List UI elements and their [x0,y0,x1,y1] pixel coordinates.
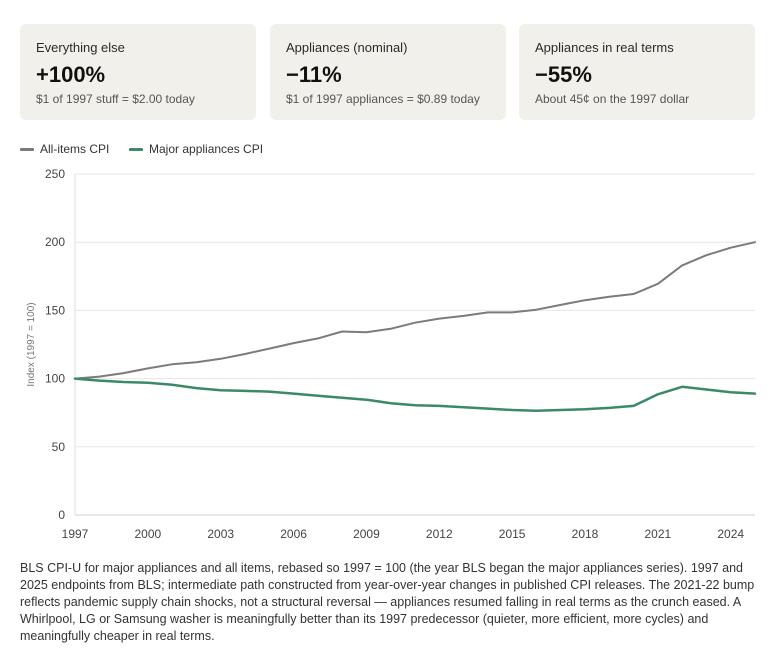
card-appliances-real: Appliances in real terms −55% About 45¢ … [519,24,755,120]
card-subtext: About 45¢ on the 1997 dollar [535,92,690,106]
y-tick-label: 150 [45,303,65,317]
x-tick-label: 2003 [207,527,234,541]
summary-cards: Everything else +100% $1 of 1997 stuff =… [20,24,756,120]
y-tick-label: 0 [58,508,65,522]
card-value: −55% [535,62,592,87]
series-line-all-items [74,241,756,380]
card-everything-else: Everything else +100% $1 of 1997 stuff =… [20,24,256,120]
x-tick-label: 2015 [499,527,526,541]
x-tick-label: 2000 [135,527,162,541]
series-line-appliances [73,377,757,412]
x-tick-label: 1997 [62,527,89,541]
line-chart: 0 50 100 150 200 250 1997 2000 2003 2006 2009 2012 2… [26,167,757,541]
x-tick-label: 2024 [717,527,744,541]
legend-swatch-appliances [129,148,143,151]
card-subtext: $1 of 1997 stuff = $2.00 today [36,92,195,106]
x-tick-label: 2018 [572,527,599,541]
legend-label: Major appliances CPI [149,142,264,156]
card-value: +100% [36,62,106,87]
card-subtext: $1 of 1997 appliances = $0.89 today [286,92,480,106]
card-label: Everything else [36,40,125,55]
y-tick-label: 100 [45,372,65,386]
card-label: Appliances (nominal) [286,40,408,55]
x-tick-label: 2006 [280,527,307,541]
card-value: −11% [286,62,342,87]
chart-caption: BLS CPI-U for major appliances and all i… [20,561,755,643]
legend-swatch-all-items [20,148,34,151]
y-tick-label: 200 [45,235,65,249]
y-tick-label: 50 [52,440,66,454]
legend-label: All-items CPI [40,142,110,156]
card-appliances-nominal: Appliances (nominal) −11% $1 of 1997 app… [270,24,506,120]
y-axis-label: Index (1997 = 100) [26,302,37,386]
x-tick-label: 2021 [645,527,672,541]
y-tick-label: 250 [45,167,65,181]
x-tick-label: 2012 [426,527,453,541]
x-tick-label: 2009 [353,527,380,541]
card-label: Appliances in real terms [535,40,674,55]
